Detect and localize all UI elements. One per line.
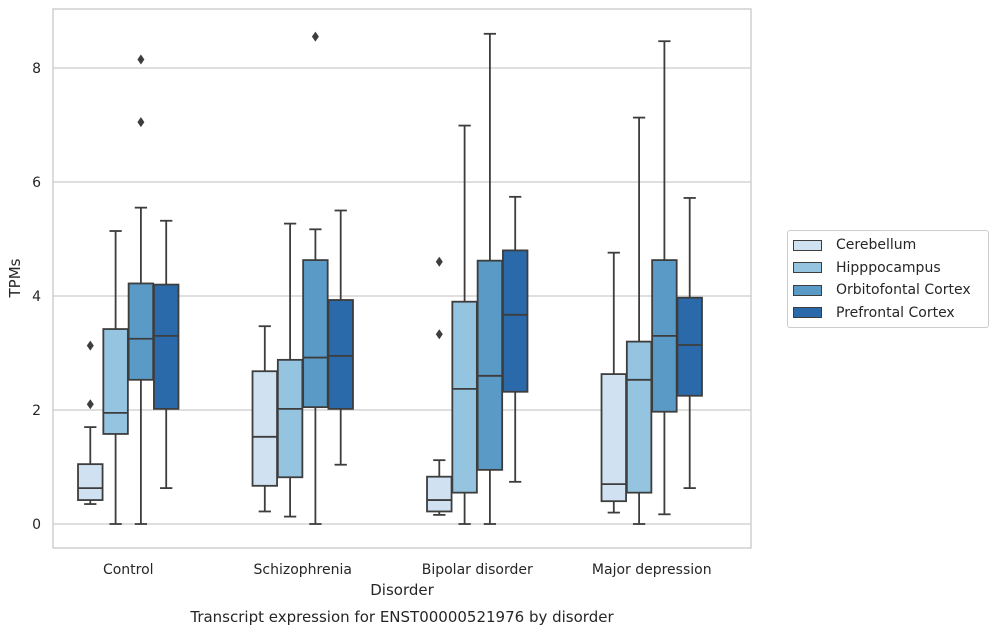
y-tick-label: 2 <box>32 403 41 419</box>
legend-label: Orbitofontal Cortex <box>836 282 971 299</box>
x-tick-label: Bipolar disorder <box>422 562 533 578</box>
legend-swatch <box>793 284 822 296</box>
box-1-0 <box>251 325 278 513</box>
box-0-2 <box>127 54 155 525</box>
box-iqr <box>426 475 453 513</box>
box-0-1 <box>102 230 129 525</box>
legend-label: Prefrontal Cortex <box>836 304 955 321</box>
legend-swatch <box>793 239 822 251</box>
outlier-point <box>435 329 443 340</box>
outlier-point <box>311 31 319 42</box>
box-iqr <box>77 463 104 501</box>
box-iqr <box>127 282 155 381</box>
y-axis-label: TPMs <box>6 258 24 298</box>
box-iqr <box>451 300 478 494</box>
outlier-point <box>435 256 443 267</box>
box-0-3 <box>153 219 180 489</box>
outlier-point <box>86 399 94 410</box>
outlier-point <box>137 117 145 128</box>
legend-item: Hipppocampus <box>788 257 988 280</box>
legend-swatch <box>793 307 822 319</box>
y-axis-ticks: 0 2 4 6 8 <box>32 61 41 533</box>
legend-item: Orbitofontal Cortex <box>788 279 988 302</box>
box-3-3 <box>676 197 703 489</box>
chart-title: Transcript expression for ENST0000052197… <box>189 608 614 626</box>
box-iqr <box>625 340 653 494</box>
legend-label: Hipppocampus <box>836 259 941 276</box>
box-iqr <box>476 259 504 471</box>
box-1-3 <box>327 209 354 466</box>
y-tick-label: 0 <box>32 517 41 533</box>
box-iqr <box>276 358 304 479</box>
box-0-0 <box>77 340 104 505</box>
x-tick-label: Major depression <box>592 562 712 578</box>
legend-label: Cerebellum <box>836 237 917 254</box>
legend-item: Prefrontal Cortex <box>788 302 988 325</box>
x-axis-ticks: Control Schizophrenia Bipolar disorder Majo… <box>103 562 712 578</box>
box-2-1 <box>451 124 478 525</box>
x-tick-label: Schizophrenia <box>254 562 352 578</box>
y-tick-label: 8 <box>32 61 41 77</box>
box-2-2 <box>476 32 504 525</box>
outlier-point <box>137 54 145 65</box>
legend-item: Cerebellum <box>788 234 988 257</box>
box-iqr <box>327 299 354 410</box>
plot-frame <box>52 8 752 549</box>
box-3-0 <box>600 251 627 514</box>
box-iqr <box>251 370 278 487</box>
x-axis-label: Disorder <box>370 581 434 599</box>
legend-swatch <box>793 262 822 274</box>
box-iqr <box>102 328 129 435</box>
box-iqr <box>153 283 180 410</box>
y-tick-label: 6 <box>32 175 41 191</box>
legend: Cerebellum Hipppocampus Orbitofontal Corte… <box>787 230 989 328</box>
box-2-3 <box>502 195 529 483</box>
box-2-0 <box>426 256 453 516</box>
y-tick-label: 4 <box>32 289 41 305</box>
box-iqr <box>502 249 529 393</box>
box-3-1 <box>625 116 653 525</box>
outlier-point <box>86 340 94 351</box>
box-iqr <box>302 259 329 409</box>
box-3-2 <box>651 40 678 516</box>
box-iqr <box>600 373 627 503</box>
box-1-1 <box>276 222 304 518</box>
x-tick-label: Control <box>103 562 154 578</box>
box-iqr <box>676 296 703 397</box>
box-series <box>77 31 703 525</box>
